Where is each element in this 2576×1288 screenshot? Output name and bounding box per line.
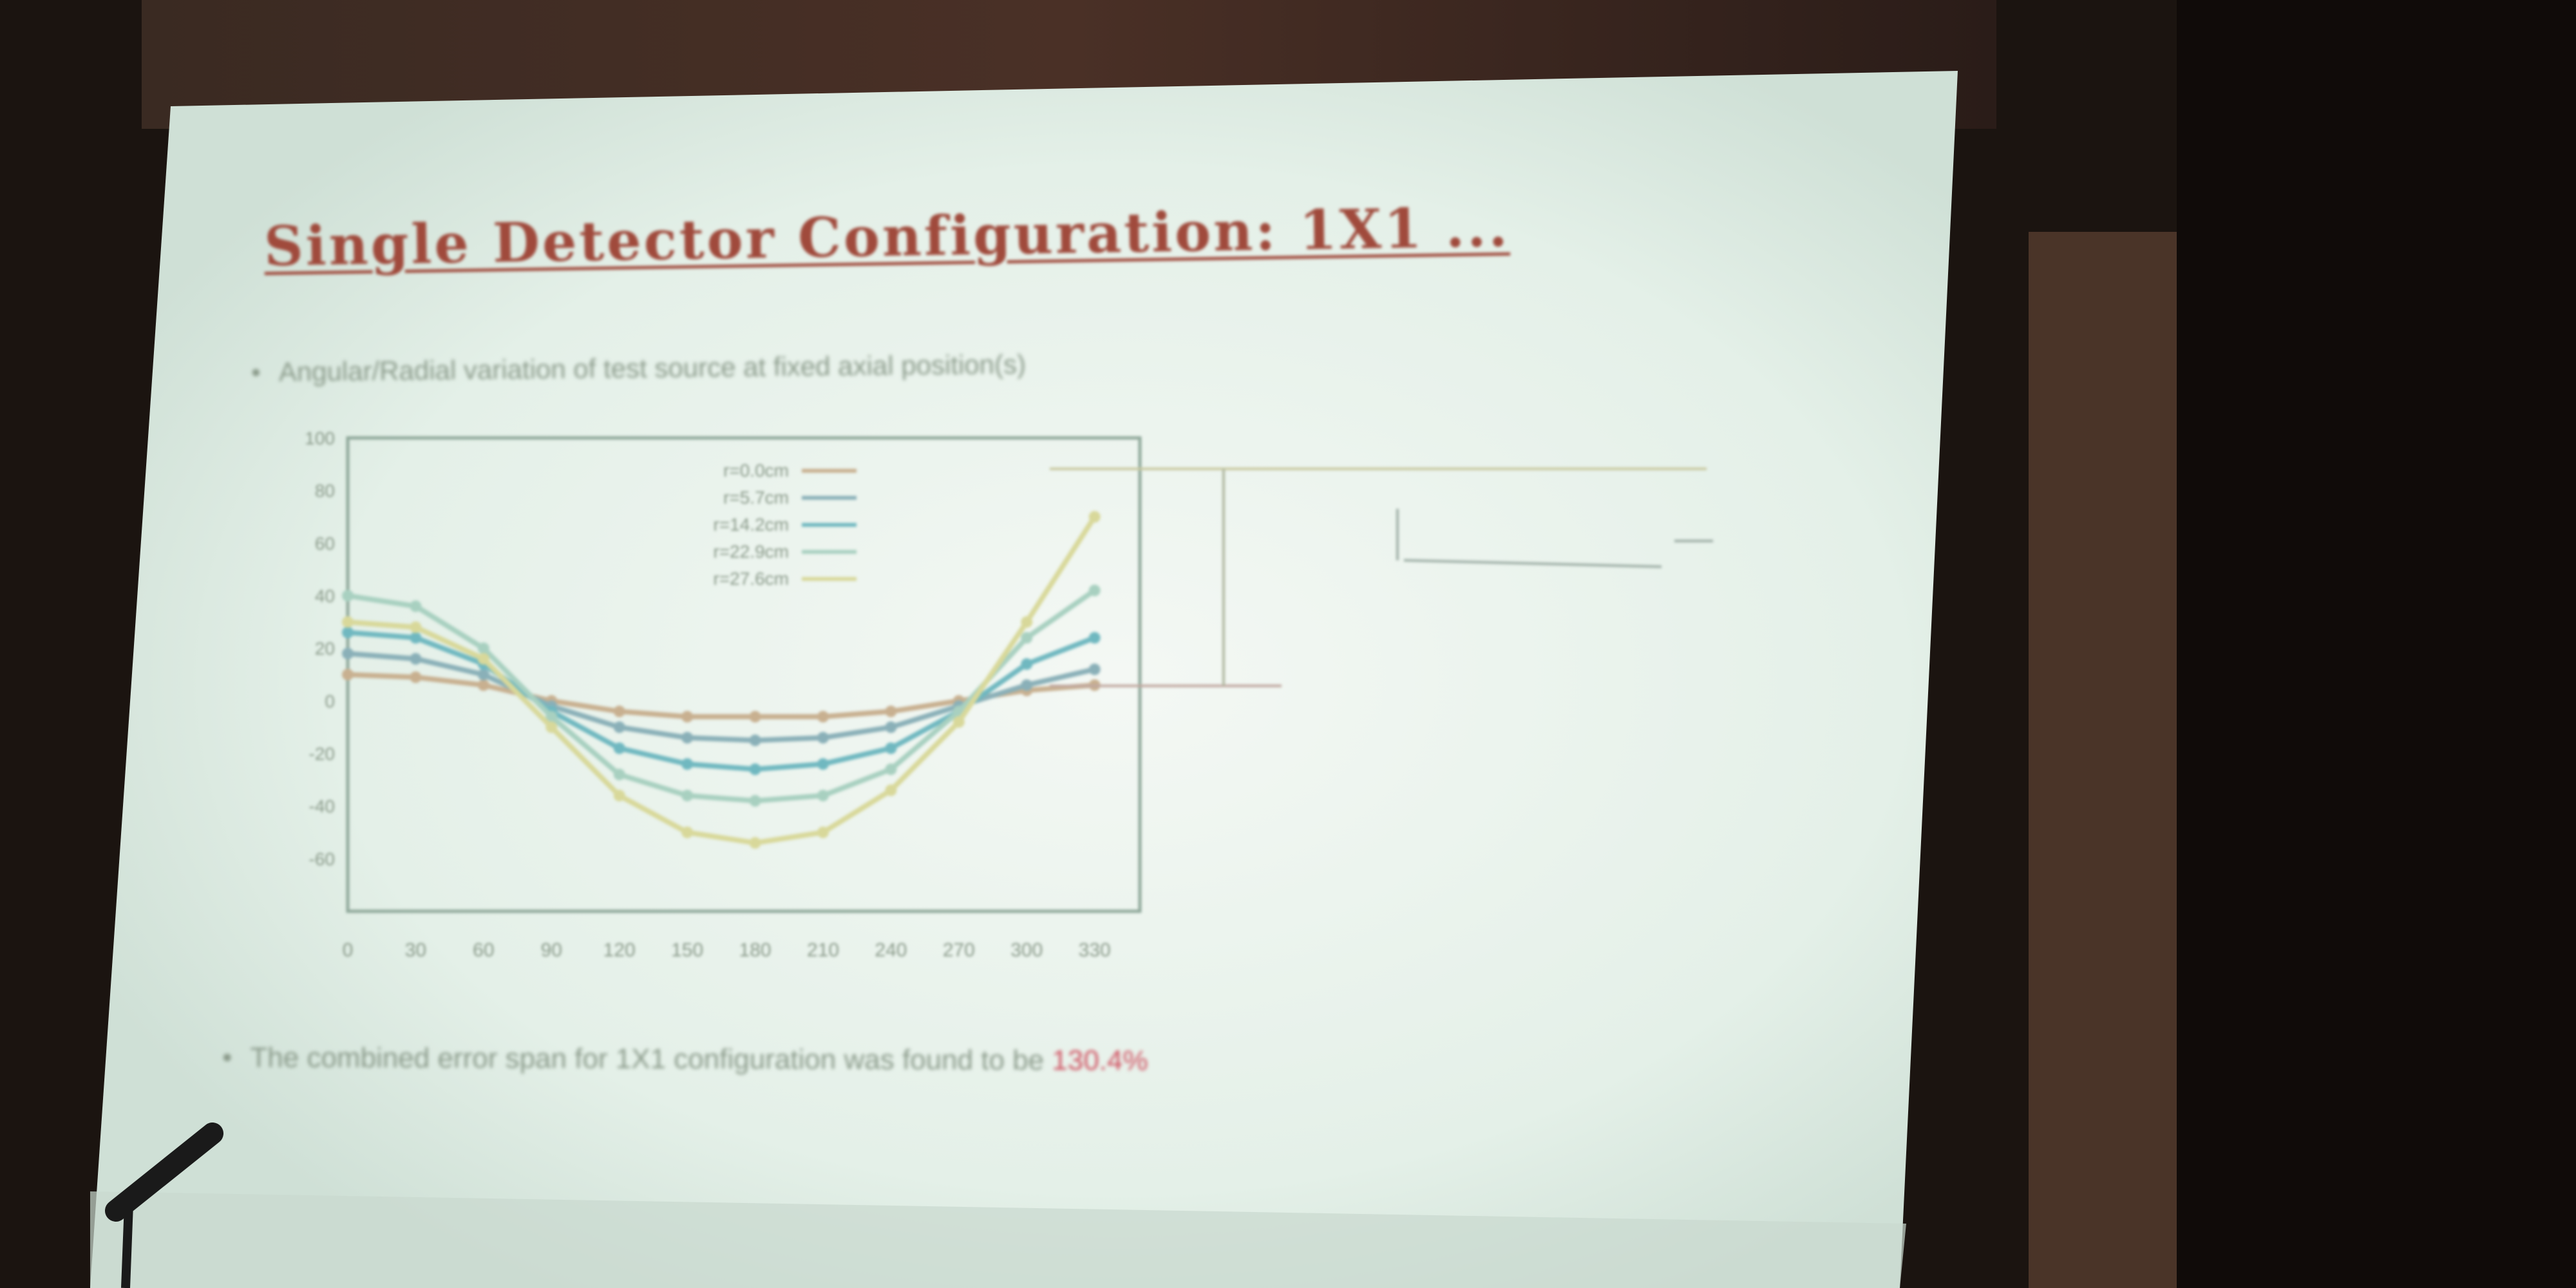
data-point: [545, 710, 558, 723]
data-point: [1021, 632, 1033, 644]
x-tick-labels: 0 30 60 90 120 150 180 210 240 270 300 330: [343, 940, 1111, 961]
x-tick-label: 120: [603, 940, 636, 961]
data-point: [410, 621, 422, 633]
data-point: [477, 668, 489, 681]
y-tick-label: 100: [305, 428, 335, 448]
data-point: [1088, 632, 1101, 644]
x-tick-label: 300: [1010, 940, 1043, 961]
microphone-stand: [121, 1204, 133, 1288]
x-tick-label: 270: [943, 940, 975, 961]
x-tick-label: 180: [739, 940, 772, 961]
data-point: [885, 721, 897, 734]
series-lines: [342, 511, 1101, 849]
data-point: [681, 758, 694, 770]
data-point: [952, 716, 965, 728]
x-tick-label: 330: [1079, 940, 1111, 961]
data-point: [410, 632, 422, 644]
data-point: [342, 668, 354, 681]
y-tick-label: 20: [315, 639, 335, 659]
y-tick-label: 0: [325, 691, 335, 711]
series-line-3: [347, 588, 1097, 804]
x-tick-label: 240: [875, 940, 907, 961]
data-point: [410, 653, 422, 665]
data-point: [681, 826, 694, 838]
data-point: [613, 768, 625, 781]
data-point: [749, 795, 761, 807]
data-point: [613, 742, 625, 754]
inset-diagram: [1050, 468, 1713, 687]
data-point: [749, 710, 761, 723]
microphone-icon: [105, 1122, 223, 1222]
x-tick-label: 150: [671, 940, 703, 961]
series-line-4: [347, 515, 1097, 846]
y-tick-labels: 100 80 60 40 20 0 -20 -40 -60: [305, 428, 335, 869]
data-point: [410, 600, 422, 612]
x-tick-label: 30: [405, 940, 426, 961]
data-point: [342, 627, 354, 639]
projected-slide: [90, 71, 1958, 1288]
error-span-value: 130.4%: [1052, 1044, 1148, 1077]
data-point: [613, 721, 625, 734]
data-point: [1088, 511, 1101, 523]
data-point: [342, 616, 354, 628]
bullet-combined-error: • The combined error span for 1X1 configu…: [222, 1041, 1148, 1077]
data-point: [1088, 584, 1101, 596]
legend-label-4: r=27.6cm: [714, 569, 790, 589]
bullet-2-text: The combined error span for 1X1 configur…: [250, 1041, 1052, 1076]
legend-label-3: r=22.9cm: [714, 542, 790, 562]
data-point: [817, 732, 829, 744]
data-point: [681, 732, 694, 744]
data-point: [817, 710, 829, 723]
y-tick-label: 80: [315, 481, 335, 501]
y-tick-label: -20: [309, 744, 335, 764]
data-point: [1021, 679, 1033, 691]
x-tick-label: 210: [807, 940, 839, 961]
data-point: [342, 590, 354, 601]
data-point: [885, 705, 897, 717]
data-point: [817, 826, 829, 838]
data-point: [342, 647, 354, 659]
x-tick-label: 60: [473, 940, 494, 961]
bullet-dot-icon: •: [222, 1041, 232, 1074]
dark-right-area: [2177, 0, 2576, 1288]
data-point: [410, 671, 422, 683]
data-point: [545, 721, 558, 734]
data-point: [749, 734, 761, 746]
data-point: [613, 705, 625, 717]
legend: r=0.0cm r=5.7cm r=14.2cm r=22.9cm r=27.6cm: [714, 460, 857, 589]
data-point: [477, 642, 489, 654]
legend-label-0: r=0.0cm: [723, 460, 789, 480]
data-point: [885, 742, 897, 754]
y-tick-label: -60: [309, 849, 335, 869]
data-point: [817, 790, 829, 802]
data-point: [817, 758, 829, 770]
data-point: [681, 710, 694, 723]
data-point: [749, 763, 761, 775]
data-point: [613, 790, 625, 802]
data-point: [477, 653, 489, 665]
data-point: [1021, 658, 1033, 670]
x-tick-label: 0: [343, 940, 354, 961]
slide-bottom-shade: [90, 1191, 1906, 1288]
legend-label-1: r=5.7cm: [723, 488, 789, 507]
inset-formula-line: [1403, 559, 1662, 568]
x-tick-label: 90: [541, 940, 562, 961]
y-tick-label: 60: [315, 533, 335, 553]
data-point: [749, 837, 761, 849]
legend-label-2: r=14.2cm: [714, 515, 790, 535]
data-point: [1021, 616, 1033, 628]
y-tick-label: 40: [315, 586, 335, 606]
data-point: [681, 790, 694, 802]
data-point: [885, 784, 897, 797]
data-point: [477, 679, 489, 691]
y-tick-label: -40: [309, 797, 335, 817]
data-point: [1088, 663, 1101, 676]
wall-right-panel: [2029, 232, 2196, 1288]
data-point: [885, 763, 897, 775]
